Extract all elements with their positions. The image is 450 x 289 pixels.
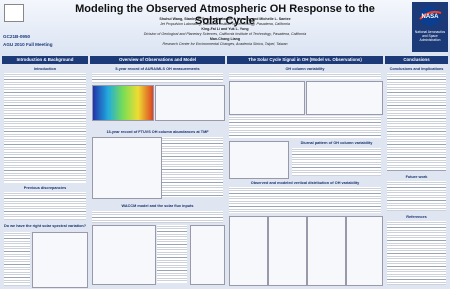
figure xyxy=(32,232,88,288)
subsection-title: 5-year record of AURA/MLS OH measurement… xyxy=(115,67,200,71)
subsection-title: OH column variability xyxy=(285,67,325,71)
affiliation: Division of Geological and Planetary Sci… xyxy=(143,32,307,36)
subsection-title: WACCM model and the solar flux inputs xyxy=(121,204,194,208)
figure xyxy=(92,137,162,199)
figure xyxy=(190,225,225,285)
nasa-logo: NASA xyxy=(419,6,442,26)
body-text xyxy=(387,73,446,171)
body-text xyxy=(4,232,30,286)
body-text xyxy=(4,73,86,183)
body-text xyxy=(4,192,86,220)
figure xyxy=(92,85,154,121)
figure xyxy=(229,81,305,115)
subsection-title: Future work xyxy=(405,175,428,179)
poster-id: GC21B-0950 xyxy=(3,34,31,39)
subsection-title: References xyxy=(406,215,427,219)
affiliation: Research Center for Environmental Change… xyxy=(162,42,288,46)
affiliation: Jet Propulsion Laboratory, California In… xyxy=(160,22,290,26)
section-header: The Solar Cycle Signal in OH (Model vs. … xyxy=(227,56,383,64)
subsection-title: Diurnal pattern of OH column variability xyxy=(300,141,373,145)
body-text xyxy=(229,187,381,213)
figure xyxy=(229,216,268,286)
figure xyxy=(346,216,383,286)
body-text xyxy=(387,221,446,285)
authors: Man-Chang Liang xyxy=(209,37,241,41)
body-text xyxy=(229,73,381,79)
subsection-title: 13-year record of FTUVS OH column abunda… xyxy=(106,130,209,134)
figure xyxy=(92,225,156,285)
jpl-logo xyxy=(4,4,24,22)
body-text xyxy=(229,116,381,138)
figure xyxy=(229,141,289,179)
body-text xyxy=(292,148,381,176)
svg-text:NASA: NASA xyxy=(421,14,439,20)
body-text xyxy=(387,181,446,211)
subsection-title: Conclusions and Implications xyxy=(389,67,444,71)
subsection-title: Observed and modeled vertical distributi… xyxy=(250,181,360,185)
figure xyxy=(268,216,307,286)
figure xyxy=(307,216,346,286)
header xyxy=(0,0,450,55)
subsection-title: Do we have the right solar spectral vari… xyxy=(3,224,87,228)
section-header: Introduction & Background xyxy=(2,56,88,64)
authors: King-Fai Li and Yuk L. Yung xyxy=(201,27,249,31)
meeting: AGU 2010 Fall Meeting xyxy=(3,42,53,47)
authors: Shuhui Wang, Stanley P. Sander, Nathanie… xyxy=(159,17,291,21)
figure xyxy=(306,81,383,115)
section-header: Overview of Observations and Model xyxy=(90,56,225,64)
body-text xyxy=(92,73,223,83)
poster-title: Modeling the Observed Atmospheric OH Res… xyxy=(75,3,375,27)
section-header: Conclusions xyxy=(385,56,448,64)
agency-name: National Aeronautics and Space Administr… xyxy=(414,30,446,42)
body-text xyxy=(92,211,223,223)
subsection-title: Introduction xyxy=(33,67,57,71)
figure xyxy=(155,85,225,121)
subsection-title: Previous discrepancies xyxy=(23,186,67,190)
body-text xyxy=(162,137,223,197)
body-text xyxy=(157,225,187,283)
